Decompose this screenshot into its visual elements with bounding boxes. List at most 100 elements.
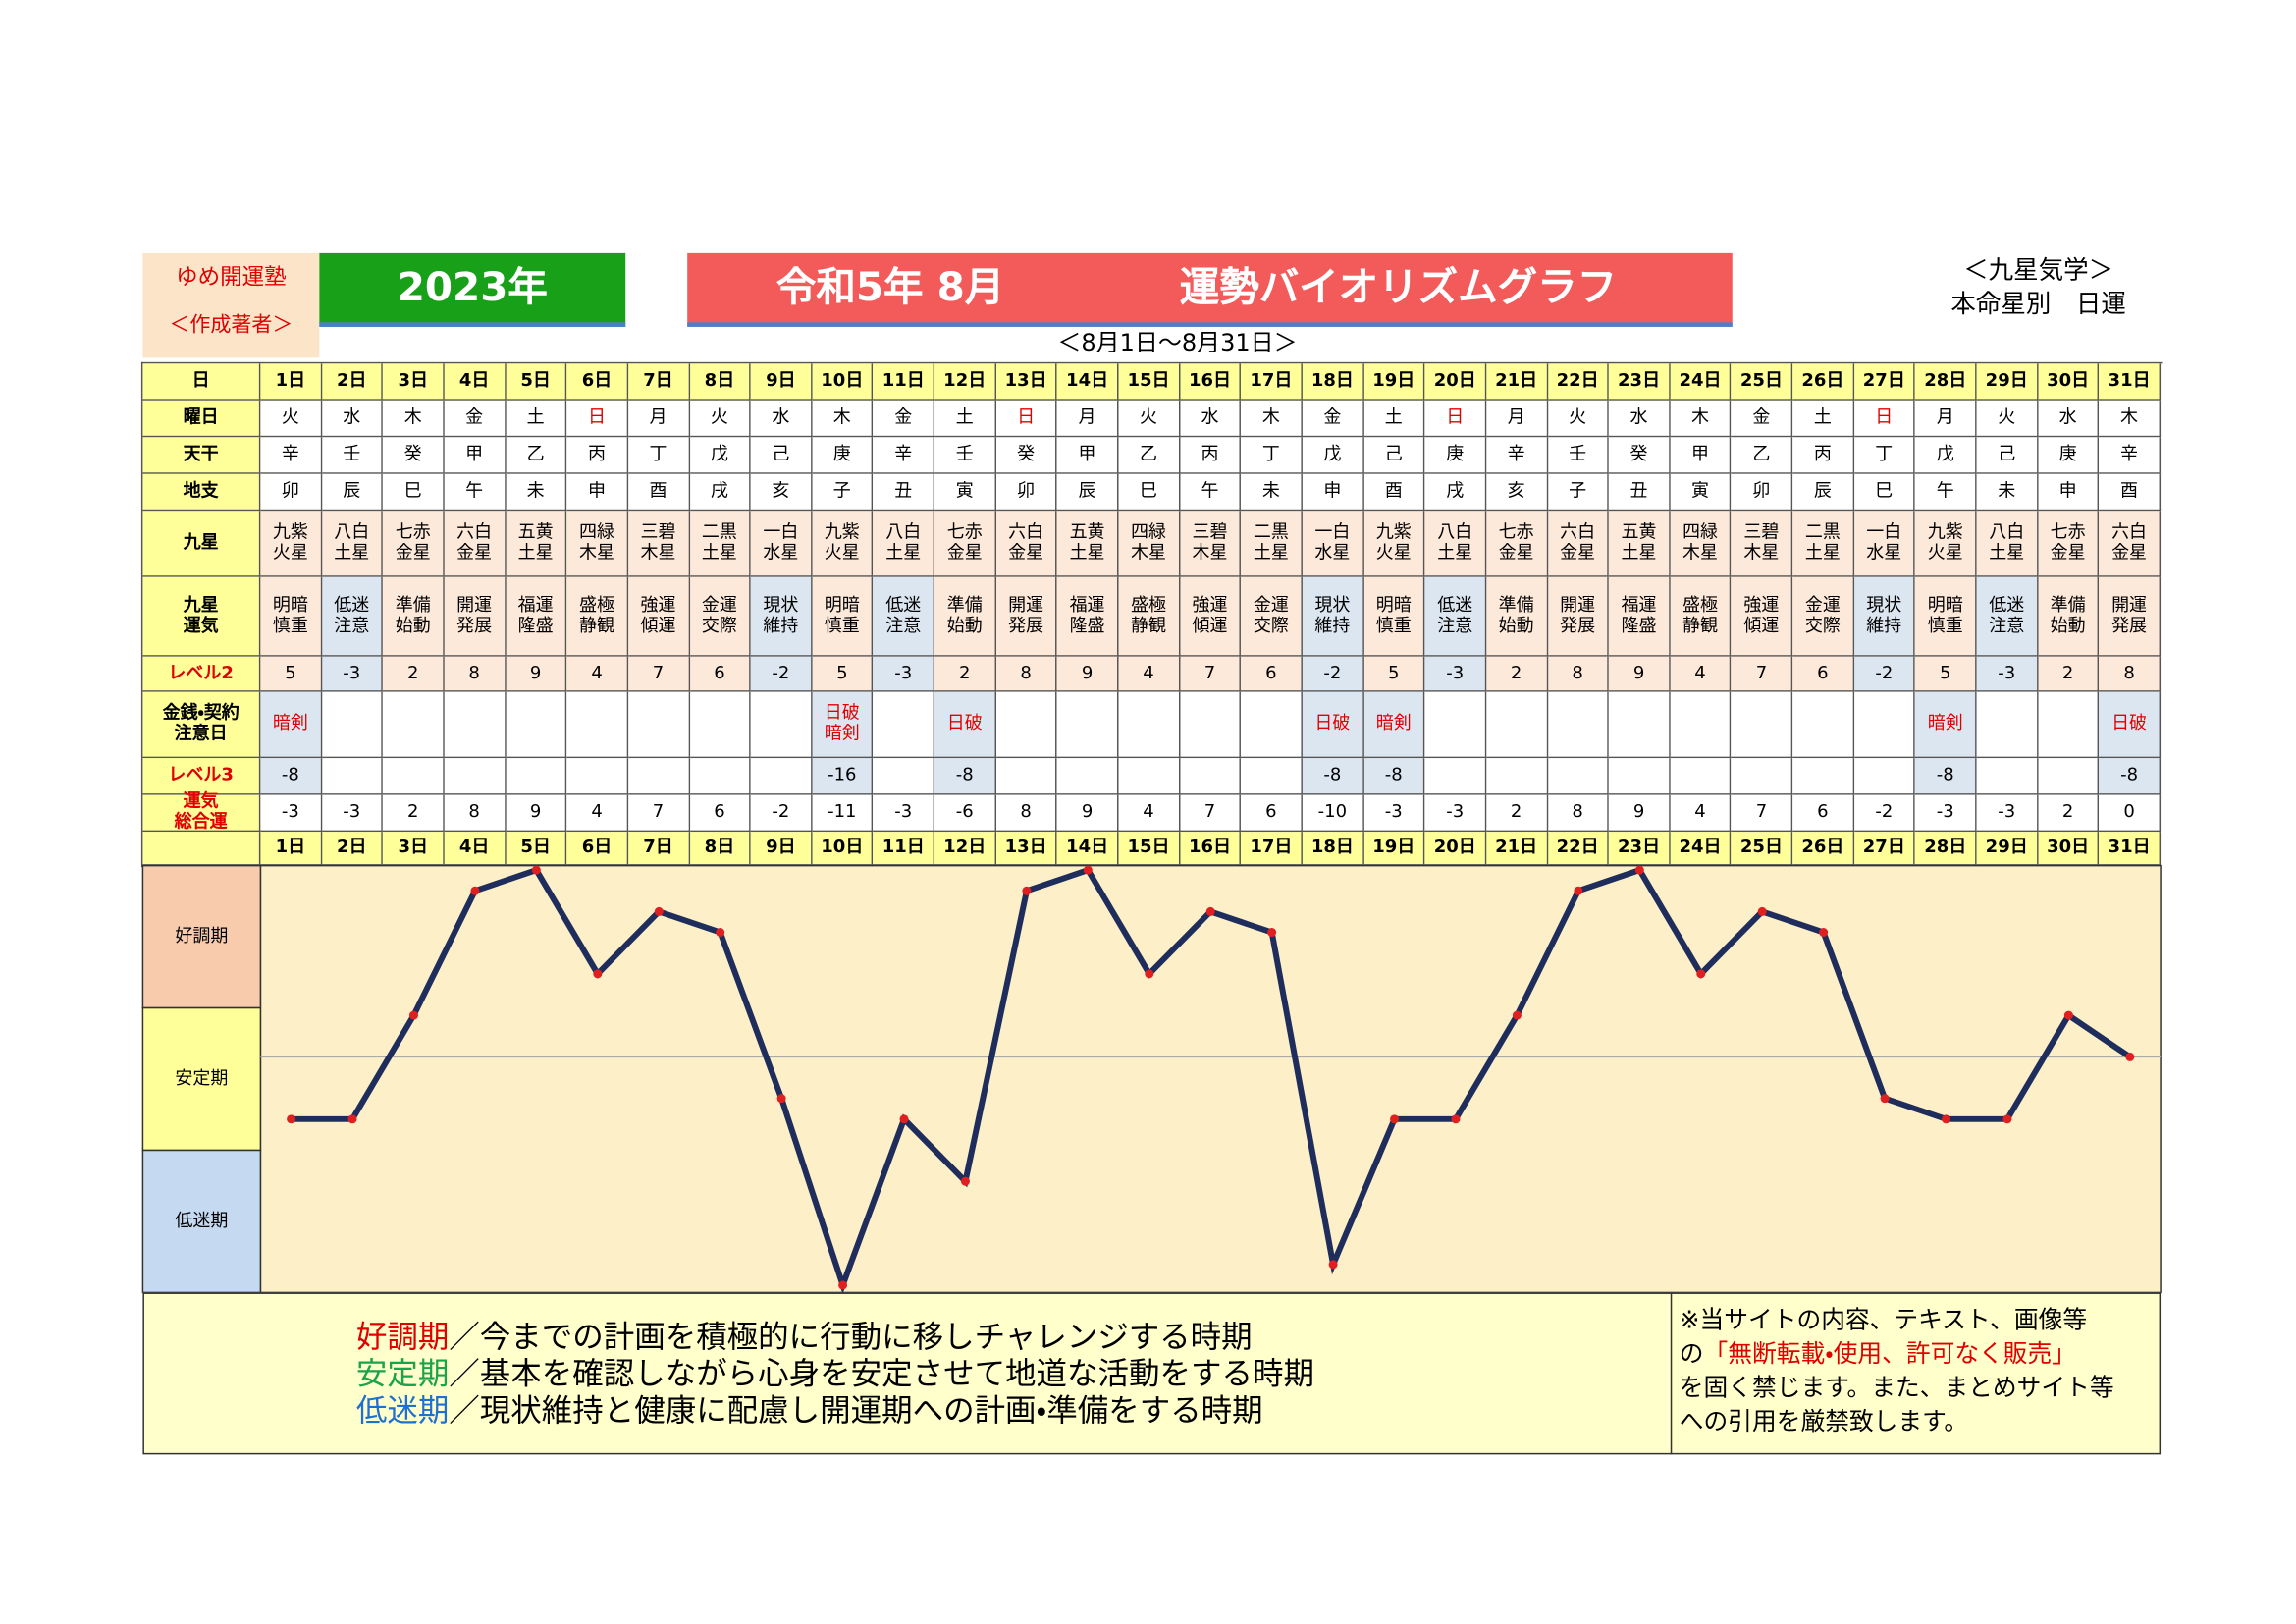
legend-desc: ／基本を確認しながら心身を安定させて地道な活動をする時期: [449, 1356, 1314, 1392]
table-cell: 明暗 慎重: [260, 576, 322, 657]
footer-day: 24日: [1670, 832, 1732, 866]
row-label: 日: [142, 363, 261, 401]
footer-day: 3日: [383, 832, 445, 866]
table-cell: 31日: [2099, 363, 2162, 401]
footer-day: 29日: [1976, 832, 2039, 866]
table-cell: 九紫 火星: [260, 511, 322, 577]
row-label: レベル3: [142, 758, 261, 795]
table-cell: [1670, 691, 1732, 759]
table-cell: 八白 土星: [873, 511, 935, 577]
table-cell: 巳: [383, 473, 445, 512]
table-cell: -8: [1363, 758, 1425, 795]
table-cell: 6: [689, 656, 751, 692]
table-cell: 明暗 慎重: [812, 576, 874, 657]
table-cell: 水: [1609, 400, 1671, 438]
table-cell: [506, 691, 567, 759]
fortune-point: [1942, 1114, 1951, 1124]
table-cell: 未: [1976, 473, 2039, 512]
table-cell: 金運 交際: [1241, 576, 1303, 657]
table-cell: 丁: [1241, 437, 1303, 474]
table-cell: 21日: [1486, 363, 1548, 401]
table-cell: [1179, 758, 1242, 795]
table-cell: 癸: [383, 437, 445, 474]
table-cell: -3: [1915, 794, 1977, 833]
table-cell: [1241, 758, 1303, 795]
table-cell: [2038, 691, 2100, 759]
table-cell: 三碧 木星: [628, 511, 690, 577]
table-cell: 未: [506, 473, 567, 512]
table-cell: 4日: [444, 363, 507, 401]
row-label: 曜日: [142, 400, 261, 438]
note-warning: 「無断転載・使用、許可なく販売」: [1703, 1339, 2077, 1368]
table-cell: 甲: [444, 437, 507, 474]
table-cell: -3: [260, 794, 322, 833]
table-cell: 月: [1057, 400, 1119, 438]
table-cell: 14日: [1057, 363, 1119, 401]
table-cell: -2: [750, 794, 813, 833]
fortune-point: [1574, 886, 1583, 895]
fortune-point: [347, 1114, 357, 1124]
system: ＜九星気学＞: [1963, 256, 2114, 287]
table-cell: 現状 維持: [750, 576, 813, 657]
table-cell: 甲: [1057, 437, 1119, 474]
table-cell: [2038, 758, 2100, 795]
footer-day: 12日: [934, 832, 996, 866]
table-cell: 金: [873, 400, 935, 438]
table-cell: 9: [1609, 794, 1671, 833]
footer-day: 26日: [1792, 832, 1854, 866]
row-label: 地支: [142, 473, 261, 512]
table-cell: 五黄 土星: [506, 511, 567, 577]
row-label: 運気 総合運: [142, 791, 261, 833]
table-cell: 三碧 木星: [1731, 511, 1793, 577]
table-cell: 盛極 静観: [566, 576, 629, 657]
table-cell: 4: [1118, 656, 1180, 692]
table-cell: 8: [1547, 794, 1610, 833]
table-cell: 六白 金星: [1547, 511, 1610, 577]
table-cell: -6: [934, 794, 996, 833]
table-cell: 月: [628, 400, 690, 438]
table-cell: 六白 金星: [2099, 511, 2162, 577]
table-cell: 壬: [321, 437, 384, 474]
table-cell: 20日: [1424, 363, 1487, 401]
table-cell: 0: [2099, 794, 2162, 833]
footer-day: 21日: [1486, 832, 1548, 866]
footer-day: 10日: [812, 832, 874, 866]
table-cell: [566, 758, 629, 795]
table-cell: [1118, 758, 1180, 795]
table-cell: [628, 691, 690, 759]
fortune-point: [1390, 1114, 1400, 1124]
table-cell: -3: [1976, 656, 2039, 692]
table-cell: 乙: [506, 437, 567, 474]
fortune-point: [287, 1114, 296, 1124]
table-cell: [1486, 758, 1548, 795]
table-cell: 6: [1241, 794, 1303, 833]
table-cell: 低迷 注意: [873, 576, 935, 657]
table-cell: 酉: [2099, 473, 2162, 512]
table-cell: 2: [1486, 794, 1548, 833]
row-label: レベル2: [142, 656, 261, 692]
table-cell: 6: [1241, 656, 1303, 692]
fortune-point: [1880, 1094, 1890, 1104]
table-cell: -2: [750, 656, 813, 692]
table-cell: 4: [1118, 794, 1180, 833]
table-cell: [689, 691, 751, 759]
table-cell: 丙: [1179, 437, 1242, 474]
row-label: 天干: [142, 437, 261, 474]
table-cell: 1日: [260, 363, 322, 401]
legend-desc: ／今までの計画を積極的に行動に移しチャレンジする時期: [449, 1320, 1253, 1356]
table-cell: 木: [2099, 400, 2162, 438]
table-cell: [689, 758, 751, 795]
note-text: ※当サイトの内容、テキスト、画像等: [1679, 1305, 2088, 1334]
table-cell: 19日: [1363, 363, 1425, 401]
table-cell: 低迷 注意: [321, 576, 384, 657]
table-cell: 金: [1302, 400, 1364, 438]
footer-day: 25日: [1731, 832, 1793, 866]
table-cell: 甲: [1670, 437, 1732, 474]
table-cell: [1424, 758, 1487, 795]
table-cell: 2: [2038, 656, 2100, 692]
fortune-point: [531, 865, 541, 875]
legend-term: 好調期: [355, 1320, 450, 1356]
table-cell: 強運 傾運: [1731, 576, 1793, 657]
table-cell: -3: [873, 794, 935, 833]
